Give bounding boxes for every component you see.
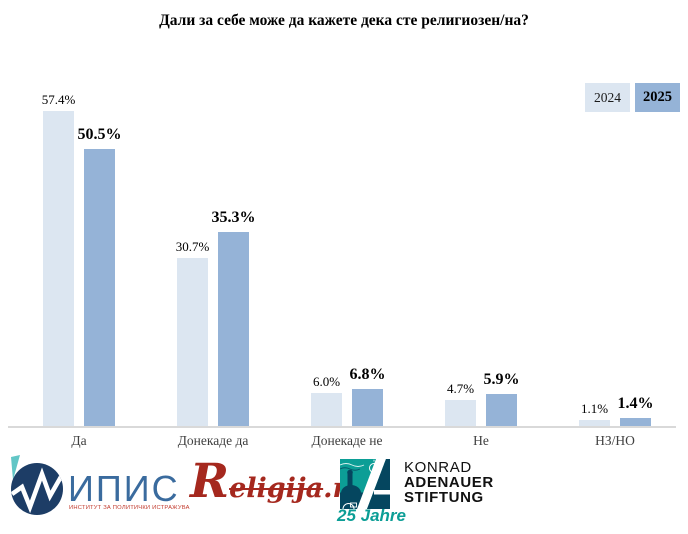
bar-2025-4 — [620, 418, 651, 426]
footer-logos: ИПИС ИНСТИТУТ ЗА ПОЛИТИЧКИ ИСТРАЖУВАЊА R… — [0, 450, 688, 534]
kas-line3: STIFTUNG — [404, 489, 484, 507]
chart-legend: 2024 2025 — [585, 83, 680, 112]
chart-title: Дали за себе може да кажете дека сте рел… — [159, 12, 529, 29]
bar-2024-2 — [311, 393, 342, 426]
category-label-2: Донекаде не — [311, 433, 383, 448]
kas-line1: KONRAD — [404, 459, 472, 476]
religija-initial: R — [190, 454, 230, 509]
bar-value-label-2025-4: 1.4% — [617, 395, 654, 412]
bar-2025-1 — [218, 232, 249, 426]
ipis-logo: ИПИС ИНСТИТУТ ЗА ПОЛИТИЧКИ ИСТРАЖУВАЊА — [11, 455, 190, 515]
bar-value-label-2025-2: 6.8% — [349, 366, 386, 383]
kas-line2: ADENAUER — [404, 474, 494, 492]
bar-2025-2 — [352, 389, 383, 426]
plot-area: 57.4% 50.5% Да 30.7% 35.3% Донекаде да 6.0% 6.8… — [0, 55, 688, 450]
kas-anniversary-label: 25 Jahre — [337, 506, 406, 525]
category-label-0: Да — [71, 433, 87, 448]
bar-value-label-2025-0: 50.5% — [77, 126, 122, 143]
ipis-pulse-line-icon — [11, 467, 63, 514]
bar-value-label-2024-1: 30.7% — [175, 239, 210, 254]
legend-item-2025: 2025 — [635, 83, 680, 112]
bar-value-label-2024-3: 4.7% — [446, 381, 475, 396]
bar-value-label-2024-4: 1.1% — [580, 401, 609, 416]
category-label-3: Не — [473, 433, 489, 448]
ipis-subtitle: ИНСТИТУТ ЗА ПОЛИТИЧКИ ИСТРАЖУВАЊА — [69, 505, 190, 511]
bar-2024-1 — [177, 258, 208, 426]
religija-middle: eligija — [229, 473, 324, 504]
legend-item-2024: 2024 — [585, 83, 630, 112]
bar-2024-3 — [445, 400, 476, 426]
bar-2025-3 — [486, 394, 517, 426]
ipis-wordmark: ИПИС — [68, 468, 180, 509]
bar-value-label-2024-2: 6.0% — [312, 374, 341, 389]
ipis-teal-wedge-icon — [11, 455, 20, 480]
bar-2024-0 — [43, 111, 74, 426]
bar-value-label-2025-1: 35.3% — [211, 209, 256, 226]
bar-value-label-2024-0: 57.4% — [41, 92, 76, 107]
category-label-1: Донекаде да — [177, 433, 249, 448]
kas-logo-icon — [340, 459, 390, 509]
kas-wordmark: KONRAD ADENAUER STIFTUNG — [404, 460, 494, 506]
x-axis-line — [8, 426, 676, 428]
bar-2025-0 — [84, 149, 115, 426]
bar-value-label-2025-3: 5.9% — [483, 371, 520, 388]
category-label-4: НЗ/НО — [595, 433, 635, 448]
bar-2024-4 — [579, 420, 610, 426]
